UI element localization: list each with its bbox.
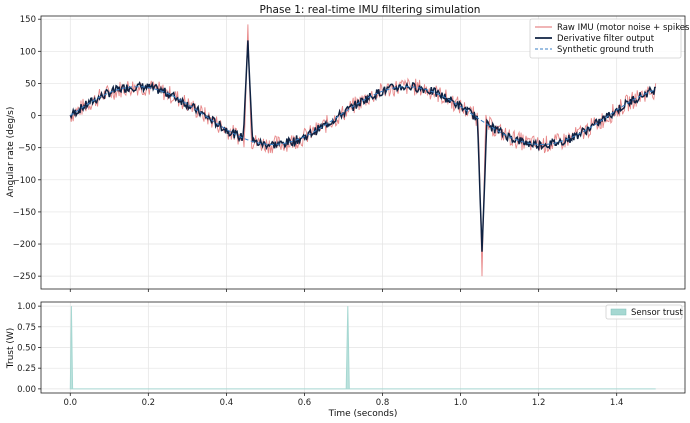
top-legend: Raw IMU (motor noise + spikes)Derivative… xyxy=(529,18,690,59)
bottom-x-tick-label: 1.4 xyxy=(610,398,624,408)
legend-box xyxy=(605,304,683,320)
top-y-tick-label: 100 xyxy=(20,47,36,57)
top-y-tick-label: −150 xyxy=(13,208,36,218)
top-y-tick-label: −200 xyxy=(13,240,36,250)
derivative-filter-line xyxy=(69,40,657,252)
bottom-x-tick-label: 0.8 xyxy=(376,398,390,408)
legend-box xyxy=(529,18,682,59)
legend-entry: Raw IMU (motor noise + spikes) xyxy=(557,23,690,33)
top-y-tick-label: 50 xyxy=(25,79,36,89)
top-y-tick-label: −250 xyxy=(13,272,36,282)
top-y-tick-label: 0 xyxy=(31,112,36,122)
bottom-y-tick-label: 1.00 xyxy=(17,302,36,312)
bottom-legend: Sensor trust xyxy=(605,304,683,320)
bottom-x-tick-label: 0.2 xyxy=(142,398,156,408)
top-plot-frame xyxy=(40,15,686,290)
bottom-y-tick-label: 0.75 xyxy=(17,323,36,333)
bottom-y-tick-label: 0.25 xyxy=(17,364,36,374)
top-y-tick-label: −100 xyxy=(13,176,36,186)
bottom-x-tick-label: 0.6 xyxy=(298,398,312,408)
raw-imu-line xyxy=(69,24,657,277)
bottom-x-tick-label: 1.2 xyxy=(532,398,546,408)
top-y-tick-label: 150 xyxy=(20,15,36,25)
ground-truth-line xyxy=(69,86,656,145)
legend-entry: Sensor trust xyxy=(631,308,683,318)
bottom-y-tick-label: 0.50 xyxy=(17,344,36,354)
bottom-y-tick-label: 0.00 xyxy=(17,385,36,395)
top-y-tick-label: −50 xyxy=(18,144,36,154)
bottom-x-tick-label: 0.4 xyxy=(220,398,234,408)
chart-title: Phase 1: real-time IMU filtering simulat… xyxy=(260,4,481,16)
sensor-trust-area xyxy=(69,306,656,390)
bottom-x-tick-label: 0.0 xyxy=(64,398,78,408)
x-axis-label: Time (seconds) xyxy=(328,409,398,419)
top-y-axis-label: Angular rate (deg/s) xyxy=(6,107,16,198)
bottom-y-axis-label: Trust (W) xyxy=(6,328,16,370)
legend-entry: Synthetic ground truth xyxy=(557,45,654,55)
legend-swatch xyxy=(610,308,627,316)
bottom-x-tick-label: 1.0 xyxy=(454,398,468,408)
legend-entry: Derivative filter output xyxy=(557,34,655,44)
